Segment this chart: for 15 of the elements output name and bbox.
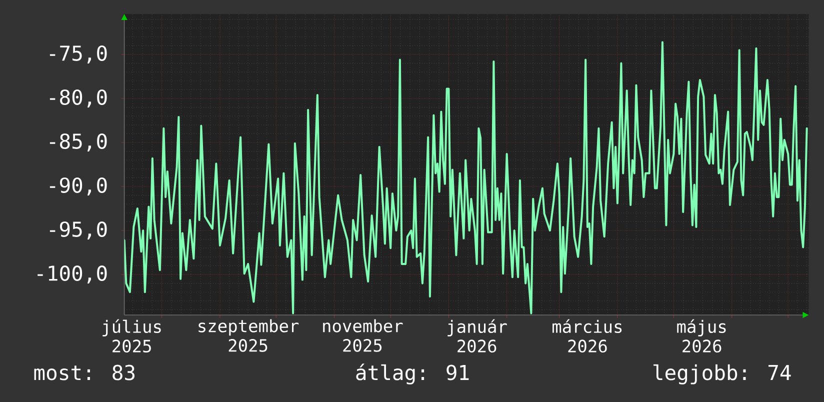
y-tick-label: -95,0 [50,221,107,240]
x-tick-label: január 2026 [448,319,507,353]
text: átlag: 91 [356,364,469,384]
x-tick-label: május 2026 [677,319,726,353]
y-tick-label: -75,0 [50,45,107,64]
x-tick-label: szeptember 2025 [198,319,299,352]
y-tick-label: -85,0 [50,133,107,152]
y-tick-label: -100,0 [38,265,107,284]
x-tick-label: november 2025 [323,319,403,352]
y-tick-label: -80,0 [50,89,107,108]
x-tick-label: március 2026 [552,319,622,353]
y-tick-label: -90,0 [50,177,107,196]
text: most: 83 [34,364,134,380]
x-tick-label: július 2025 [102,319,161,353]
text: legjobb: 74 [654,364,791,384]
